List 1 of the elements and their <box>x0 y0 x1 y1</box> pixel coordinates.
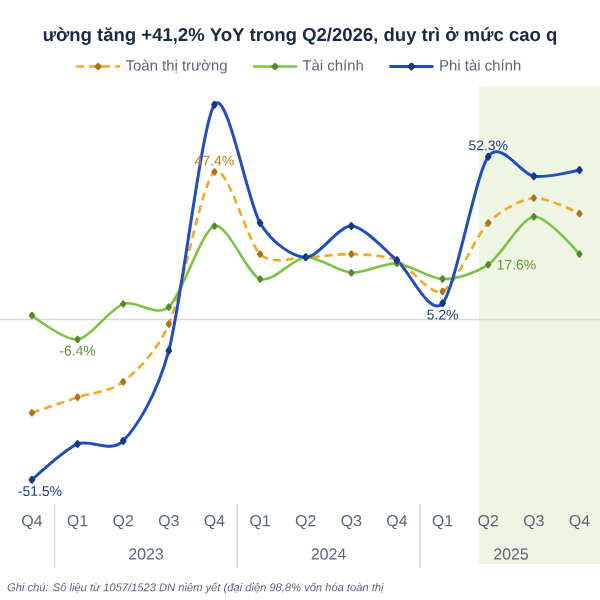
chart-title: ường tăng +41,2% YoY trong Q2/2026, duy trì ở mức cao q <box>43 27 557 45</box>
